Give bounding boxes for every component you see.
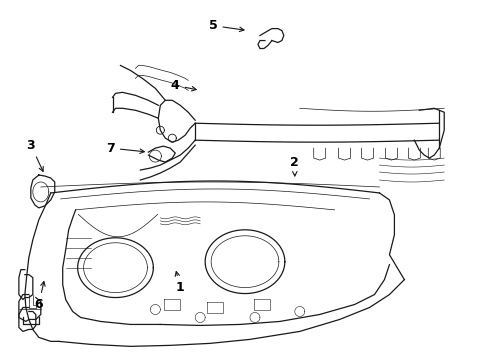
Text: 2: 2 <box>290 156 299 176</box>
Text: 6: 6 <box>35 282 45 311</box>
Text: 5: 5 <box>208 19 244 32</box>
Text: 3: 3 <box>26 139 43 171</box>
Text: 1: 1 <box>175 271 184 294</box>
Text: 4: 4 <box>170 79 196 92</box>
Text: 7: 7 <box>106 141 144 155</box>
